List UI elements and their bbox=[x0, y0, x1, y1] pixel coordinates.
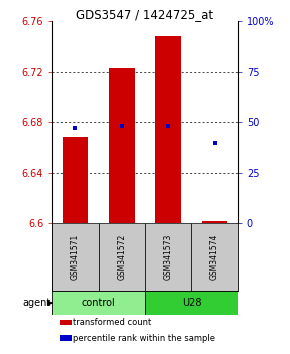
Bar bbox=[109, 68, 135, 223]
Text: GSM341574: GSM341574 bbox=[210, 234, 219, 280]
Bar bbox=[155, 36, 181, 223]
Text: U28: U28 bbox=[182, 298, 201, 308]
Bar bbox=[191, 223, 238, 291]
Bar bbox=[145, 223, 191, 291]
Text: control: control bbox=[82, 298, 115, 308]
Bar bbox=[60, 320, 72, 325]
Text: GSM341571: GSM341571 bbox=[71, 234, 80, 280]
Bar bbox=[60, 335, 72, 341]
Bar bbox=[202, 221, 227, 223]
Text: GSM341573: GSM341573 bbox=[164, 234, 173, 280]
Text: agent: agent bbox=[22, 298, 50, 308]
Text: transformed count: transformed count bbox=[72, 318, 151, 327]
Bar bbox=[145, 291, 238, 315]
Bar bbox=[52, 223, 99, 291]
Text: percentile rank within the sample: percentile rank within the sample bbox=[72, 333, 215, 343]
Title: GDS3547 / 1424725_at: GDS3547 / 1424725_at bbox=[77, 8, 213, 21]
Bar bbox=[63, 137, 88, 223]
Bar bbox=[52, 291, 145, 315]
Text: GSM341572: GSM341572 bbox=[117, 234, 126, 280]
Bar bbox=[99, 223, 145, 291]
